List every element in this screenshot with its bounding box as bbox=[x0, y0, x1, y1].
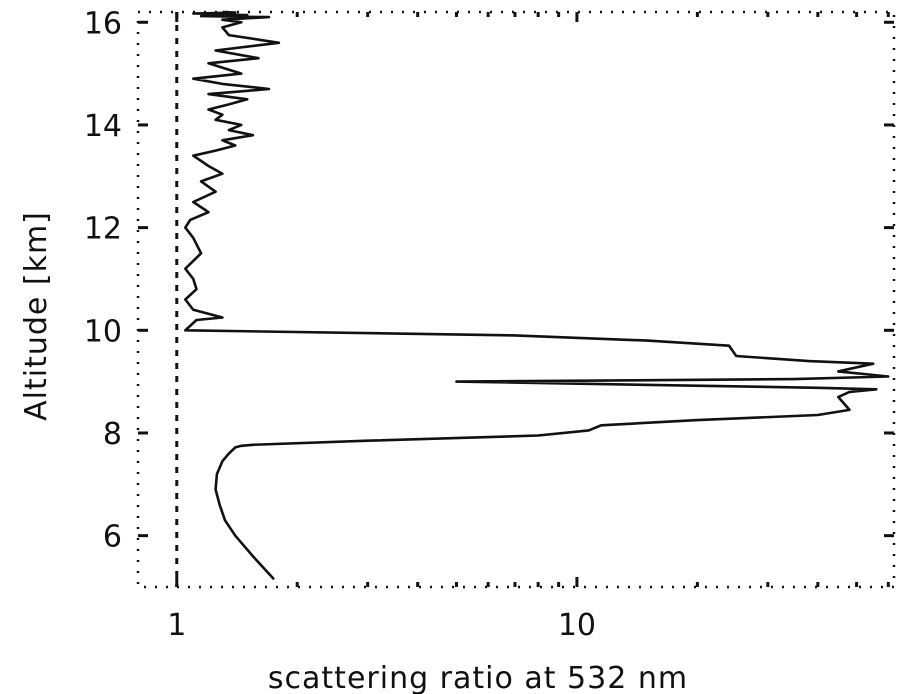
y-axis-title: Altitude [km] bbox=[19, 211, 54, 421]
y-tick-label: 6 bbox=[103, 520, 122, 555]
x-tick-label: 1 bbox=[167, 608, 186, 643]
x-tick-label: 10 bbox=[558, 608, 596, 643]
axis-ticks bbox=[138, 12, 894, 587]
x-axis-title: scattering ratio at 532 nm bbox=[268, 661, 688, 694]
y-tick-label: 10 bbox=[84, 314, 122, 349]
y-tick-label: 16 bbox=[84, 6, 122, 41]
y-tick-label: 12 bbox=[84, 212, 122, 247]
scattering-ratio-series bbox=[184, 10, 890, 581]
axis-tick-labels: 6 8 10 12 14 16 1 10 bbox=[84, 6, 596, 643]
plot-frame bbox=[136, 10, 896, 589]
y-tick-label: 14 bbox=[84, 109, 122, 144]
y-tick-label: 8 bbox=[103, 417, 122, 452]
